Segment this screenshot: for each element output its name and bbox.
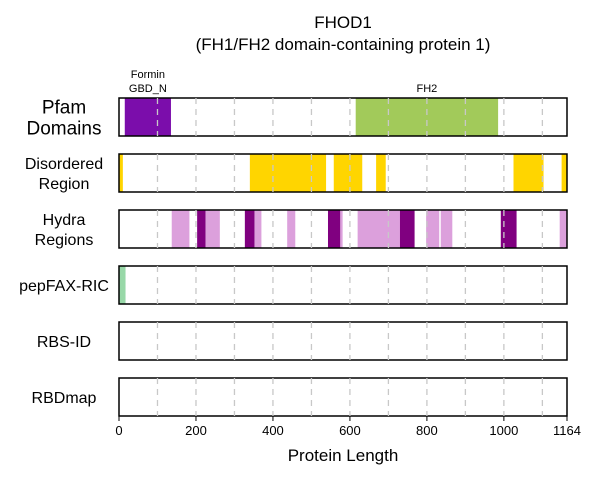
segment-2-1	[197, 210, 206, 248]
track-frame	[118, 97, 568, 137]
segment-1-0	[119, 154, 123, 192]
track-background	[119, 378, 567, 416]
segment-0-1	[355, 98, 499, 136]
x-tick-label: 800	[416, 423, 438, 438]
track-1: Disordered Region	[25, 154, 567, 193]
segment-2-6	[327, 210, 341, 248]
track-frame	[118, 265, 568, 305]
x-tick-label: 600	[339, 423, 361, 438]
segment-2-9	[399, 210, 415, 248]
segment-2-2	[205, 210, 220, 248]
segment-1-1	[249, 154, 327, 192]
track-background	[119, 210, 567, 248]
track-2: Hydra Regions	[35, 210, 567, 249]
track-label: Hydra	[43, 212, 86, 229]
track-background	[119, 98, 567, 136]
segment-1-4	[513, 154, 544, 192]
segment-annotation: GBD_N	[129, 83, 167, 95]
track-background	[119, 322, 567, 360]
track-label: pepFAX-RIC	[19, 278, 109, 295]
segment-0-0	[124, 98, 171, 136]
track-frame	[118, 209, 568, 249]
segment-2-10	[426, 210, 440, 248]
x-tick-label: 0	[115, 423, 122, 438]
track-label: Pfam	[42, 97, 86, 118]
segment-2-12	[500, 210, 517, 248]
segment-2-7	[340, 210, 343, 248]
track-label: RBS-ID	[37, 334, 91, 351]
x-tick-label: 200	[185, 423, 207, 438]
x-tick-label: 400	[262, 423, 284, 438]
segment-annotation: Formin	[131, 69, 165, 81]
segment-3-0	[119, 266, 126, 304]
track-5: RBDmap	[32, 378, 567, 416]
segment-2-5	[287, 210, 296, 248]
segment-1-2	[333, 154, 363, 192]
x-axis-label: Protein Length	[288, 446, 399, 465]
track-4: RBS-ID	[37, 322, 567, 360]
x-tick-label: 1000	[489, 423, 518, 438]
track-frame	[118, 321, 568, 361]
segment-1-5	[561, 154, 567, 192]
track-label: Region	[39, 176, 90, 193]
segment-1-3	[376, 154, 386, 192]
x-tick-label: 1164	[553, 423, 581, 438]
track-label: Regions	[35, 232, 94, 249]
track-label: RBDmap	[32, 390, 97, 407]
x-axis: 0 200 400 600 800 1000 1164	[115, 416, 581, 438]
track-3: pepFAX-RIC	[19, 266, 567, 304]
segment-2-13	[559, 210, 567, 248]
segment-annotation: FH2	[417, 83, 438, 95]
track-label: Disordered	[25, 156, 103, 173]
track-frame	[118, 153, 568, 193]
track-label: Domains	[27, 118, 102, 139]
segment-2-8	[357, 210, 400, 248]
segment-2-0	[171, 210, 190, 248]
segment-2-11	[440, 210, 453, 248]
chart-title: FHOD1	[314, 13, 372, 32]
chart-subtitle: (FH1/FH2 domain-containing protein 1)	[196, 35, 491, 54]
segment-2-4	[254, 210, 262, 248]
segment-2-3	[244, 210, 255, 248]
track-background	[119, 266, 567, 304]
grid-lines	[156, 98, 544, 416]
track-frame	[118, 377, 568, 417]
